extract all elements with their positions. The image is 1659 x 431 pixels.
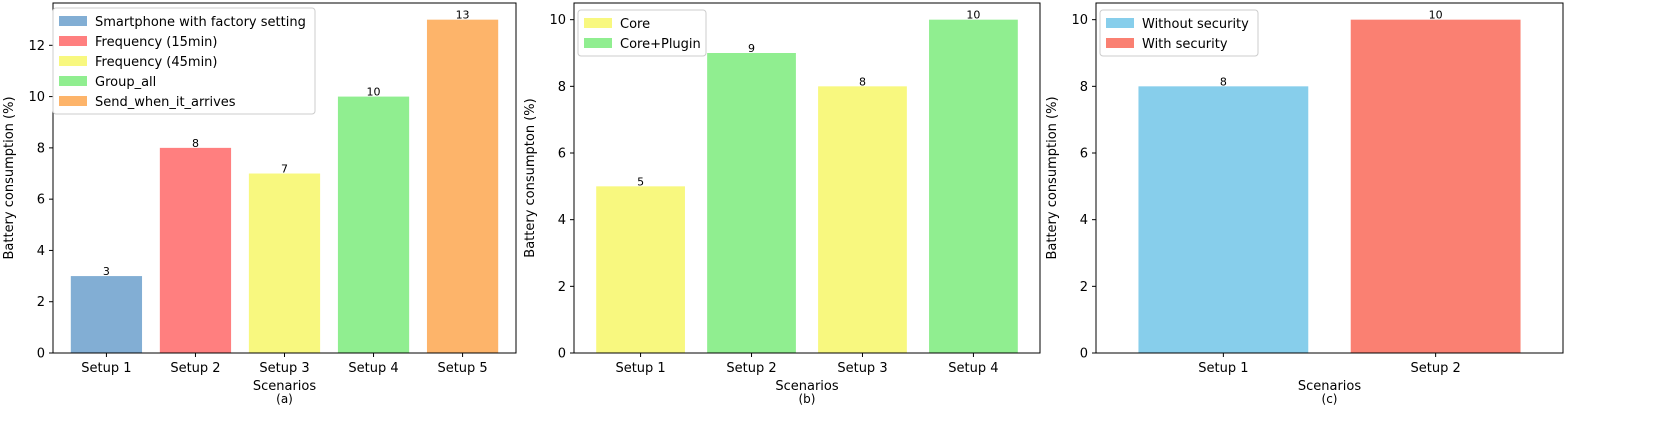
bar xyxy=(818,86,907,353)
bar xyxy=(337,96,410,353)
legend: Smartphone with factory setting Frequency… xyxy=(52,7,316,115)
y-tick-label: 8 xyxy=(37,141,45,156)
legend-label: Without security xyxy=(1142,17,1249,32)
x-tick-label: Setup 1 xyxy=(1198,361,1248,376)
bar-value-label: 8 xyxy=(1220,75,1227,88)
y-axis-label: Battery consumption (%) xyxy=(2,96,17,259)
chart-panel-3: 8 10 0 2 4 6 8 10 Setup 1 Setup 2 Scenarios(c) Batt… xyxy=(1045,2,1564,406)
legend-label: Frequency (45min) xyxy=(95,55,218,70)
bar xyxy=(248,173,321,353)
y-tick-label: 4 xyxy=(558,213,566,228)
y-axis-label: Battery consumpton (%) xyxy=(523,98,538,257)
x-axis-label: Scenarios xyxy=(1298,379,1362,394)
legend-swatch xyxy=(59,76,87,86)
bar-value-label: 9 xyxy=(748,42,755,55)
legend-swatch xyxy=(59,96,87,106)
plot-frame xyxy=(573,2,1041,354)
x-tick-label: Setup 2 xyxy=(170,361,220,376)
legend-swatch xyxy=(584,38,612,48)
bar xyxy=(426,19,499,354)
y-tick-label: 2 xyxy=(558,280,566,295)
panel-caption: (c) xyxy=(1322,392,1338,406)
y-tick-label: 10 xyxy=(549,13,566,28)
bar-value-label: 8 xyxy=(192,137,199,150)
y-tick-label: 6 xyxy=(37,193,45,208)
x-tick-label: Setup 2 xyxy=(726,361,776,376)
legend-label: Send_when_it_arrives xyxy=(95,95,236,110)
x-tick-label: Setup 3 xyxy=(259,361,309,376)
bar xyxy=(929,19,1018,354)
bar-value-label: 7 xyxy=(281,163,288,176)
bar-value-label: 10 xyxy=(966,9,980,22)
legend-label: Core xyxy=(620,17,650,32)
y-axis-label: Battery consumption (%) xyxy=(1045,96,1060,259)
legend-swatch xyxy=(59,16,87,26)
y-tick-label: 4 xyxy=(37,244,45,259)
y-tick-label: 10 xyxy=(28,90,45,105)
x-axis-label: Scenarios xyxy=(775,379,839,394)
legend-label: With security xyxy=(1142,37,1228,52)
bar xyxy=(707,53,796,353)
y-tick-label: 8 xyxy=(1080,80,1088,95)
x-tick-label: Setup 3 xyxy=(837,361,887,376)
x-tick-label: Setup 5 xyxy=(437,361,487,376)
legend-swatch xyxy=(59,36,87,46)
legend-label: Smartphone with factory setting xyxy=(95,15,306,30)
y-tick-label: 6 xyxy=(1080,147,1088,162)
y-tick-label: 0 xyxy=(558,347,566,362)
x-tick-label: Setup 2 xyxy=(1411,361,1461,376)
plot-frame xyxy=(1095,2,1564,354)
y-tick-label: 2 xyxy=(37,295,45,310)
y-tick-label: 12 xyxy=(28,39,45,54)
x-tick-label: Setup 4 xyxy=(348,361,398,376)
chart-panel-1: 3 8 7 10 13 0 2 4 6 8 10 12 Setup 1 Setup 2 Setup 3 Set… xyxy=(2,2,517,406)
legend-label: Frequency (15min) xyxy=(95,35,218,50)
legend: Core Core+Plugin xyxy=(577,9,707,57)
legend-box xyxy=(1099,9,1259,57)
bar-value-label: 8 xyxy=(859,75,866,88)
legend-box xyxy=(52,7,316,115)
chart-panel-2: 5 9 8 10 0 2 4 6 8 10 Setup 1 Setup 2 Setup 3 Setup 4… xyxy=(523,2,1041,406)
panel-caption: (a) xyxy=(276,392,293,406)
bar xyxy=(1138,86,1309,353)
bar-value-label: 10 xyxy=(367,86,381,99)
legend: Without security With security xyxy=(1099,9,1259,57)
legend-swatch xyxy=(1106,38,1134,48)
legend-label: Group_all xyxy=(95,75,156,90)
bar xyxy=(596,186,685,353)
y-tick-label: 4 xyxy=(1080,213,1088,228)
bar xyxy=(159,147,232,353)
bar-value-label: 13 xyxy=(456,9,470,22)
x-axis-label: Scenarios xyxy=(253,379,317,394)
bar-value-label: 10 xyxy=(1429,9,1443,22)
legend-swatch xyxy=(1106,18,1134,28)
y-tick-label: 0 xyxy=(37,347,45,362)
y-tick-label: 0 xyxy=(1080,347,1088,362)
panel-caption: (b) xyxy=(799,392,816,406)
y-tick-label: 2 xyxy=(1080,280,1088,295)
y-tick-label: 10 xyxy=(1071,13,1088,28)
x-tick-label: Setup 4 xyxy=(948,361,998,376)
x-tick-label: Setup 1 xyxy=(81,361,131,376)
y-tick-label: 8 xyxy=(558,80,566,95)
legend-label: Core+Plugin xyxy=(620,37,701,52)
bar xyxy=(70,276,143,353)
bar xyxy=(1350,19,1521,354)
x-tick-label: Setup 1 xyxy=(615,361,665,376)
bar-value-label: 5 xyxy=(637,175,644,188)
legend-swatch xyxy=(584,18,612,28)
y-tick-label: 6 xyxy=(558,147,566,162)
bar-value-label: 3 xyxy=(103,265,110,278)
legend-swatch xyxy=(59,56,87,66)
